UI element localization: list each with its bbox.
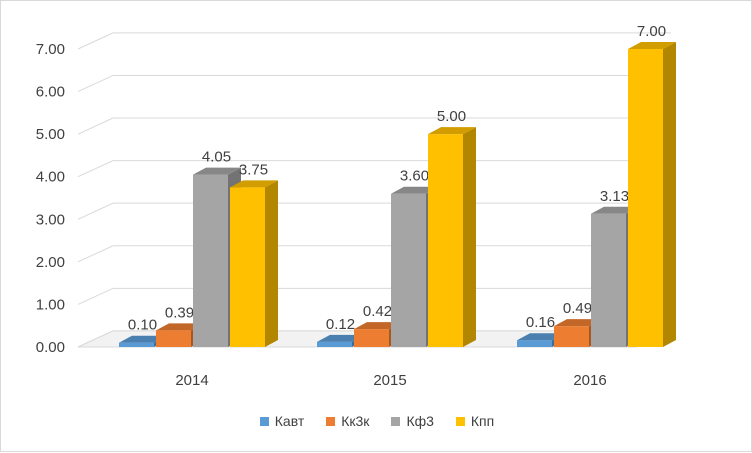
bar-top — [156, 323, 204, 331]
data-label: 0.16 — [526, 314, 555, 331]
data-label: 7.00 — [637, 23, 666, 40]
bar-front — [428, 134, 463, 347]
bar-front — [230, 187, 265, 347]
bar-front — [554, 326, 589, 347]
gridlines — [77, 32, 671, 348]
data-label: 4.05 — [202, 149, 231, 166]
category-label: 2015 — [373, 372, 406, 389]
bar-top — [317, 334, 365, 342]
legend-label: Кк3к — [341, 413, 370, 429]
bar-top — [119, 335, 167, 343]
bar-side — [265, 180, 278, 347]
legend-swatch — [455, 416, 465, 426]
category-label: 2014 — [175, 372, 208, 389]
legend-label: Кф3 — [406, 413, 434, 429]
bar — [628, 42, 676, 347]
data-label: 0.49 — [563, 300, 592, 317]
bar-side — [463, 127, 476, 348]
bar-front — [156, 330, 191, 347]
bar-top — [428, 127, 476, 135]
bar-top — [391, 186, 439, 194]
bar-top — [193, 167, 241, 175]
bar-front — [591, 213, 626, 347]
legend: Кавт Кк3к Кф3 Кпп — [1, 411, 752, 431]
y-tick-label: 4.00 — [36, 169, 65, 186]
bar — [230, 180, 278, 347]
bar-top — [591, 206, 639, 214]
category-label: 2016 — [573, 372, 606, 389]
legend-item: Кк3к — [326, 413, 369, 429]
gridline — [77, 32, 671, 50]
bar-side — [663, 42, 676, 347]
gridline — [77, 160, 671, 178]
bar-top — [628, 42, 676, 49]
legend-item: Кавт — [259, 413, 305, 429]
data-label: 3.75 — [239, 161, 268, 178]
data-label: 0.10 — [128, 317, 157, 334]
gridline — [77, 202, 671, 220]
data-label: 0.12 — [326, 316, 355, 333]
data-label: 0.42 — [363, 303, 392, 320]
y-tick-label: 1.00 — [36, 296, 65, 313]
gridline — [77, 117, 671, 135]
data-label: 3.13 — [600, 188, 629, 205]
y-tick-label: 0.00 — [36, 339, 65, 356]
legend-item: Кпп — [455, 413, 495, 429]
bar-front — [317, 341, 352, 347]
legend-swatch — [259, 416, 269, 426]
y-tick-label: 3.00 — [36, 211, 65, 228]
series-3: 3.75 5.00 7.00 — [230, 23, 676, 348]
data-label: 3.60 — [400, 168, 429, 185]
bar-top — [554, 319, 602, 327]
legend-label: Кавт — [274, 413, 305, 429]
legend-swatch — [391, 416, 401, 426]
data-label: 0.39 — [165, 304, 194, 321]
bar — [428, 127, 476, 348]
data-label: 5.00 — [437, 108, 466, 125]
gridline — [77, 245, 671, 263]
gridline — [77, 74, 671, 93]
bar-front — [628, 49, 663, 347]
gridline — [77, 287, 671, 305]
y-tick-label: 6.00 — [36, 84, 65, 101]
bar-top — [354, 322, 402, 330]
bar-front — [119, 342, 154, 347]
bar-top — [517, 333, 565, 341]
y-tick-label: 5.00 — [36, 126, 65, 143]
legend-swatch — [326, 416, 336, 426]
legend-item: Кф3 — [391, 413, 434, 429]
bar-front — [193, 174, 228, 347]
y-tick-label: 7.00 — [36, 41, 65, 58]
bar-top — [230, 180, 278, 188]
bar-front — [391, 193, 426, 347]
bar-front — [354, 329, 389, 347]
y-tick-label: 2.00 — [36, 254, 65, 271]
legend-label: Кпп — [470, 413, 495, 429]
bar-front — [517, 340, 552, 347]
